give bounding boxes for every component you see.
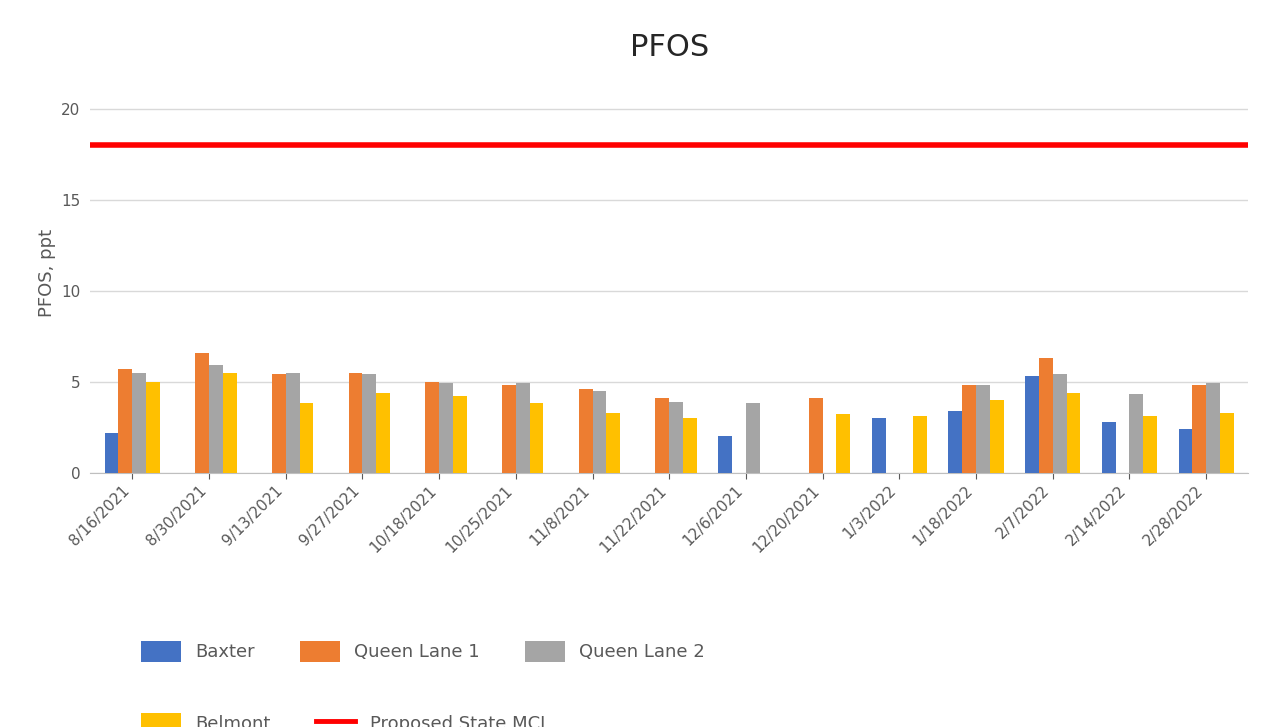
- Bar: [272, 374, 286, 473]
- Bar: [914, 416, 927, 473]
- Bar: [976, 385, 990, 473]
- Bar: [223, 372, 237, 473]
- Legend: Belmont, Proposed State MCL: Belmont, Proposed State MCL: [134, 705, 557, 727]
- Bar: [990, 400, 1004, 473]
- Bar: [1192, 385, 1206, 473]
- Bar: [502, 385, 516, 473]
- Y-axis label: PFOS, ppt: PFOS, ppt: [37, 228, 55, 317]
- Bar: [425, 382, 439, 473]
- Bar: [1206, 383, 1220, 473]
- Bar: [208, 365, 223, 473]
- Bar: [104, 433, 118, 473]
- Bar: [1102, 422, 1116, 473]
- Bar: [1067, 393, 1080, 473]
- Bar: [300, 403, 313, 473]
- Bar: [530, 403, 543, 473]
- Bar: [118, 369, 133, 473]
- Bar: [808, 398, 822, 473]
- Bar: [683, 418, 696, 473]
- Bar: [286, 372, 300, 473]
- Bar: [196, 353, 208, 473]
- Bar: [718, 436, 732, 473]
- Bar: [1130, 394, 1143, 473]
- Bar: [1026, 377, 1039, 473]
- Bar: [1220, 413, 1234, 473]
- Bar: [837, 414, 851, 473]
- Bar: [349, 372, 363, 473]
- Bar: [1179, 429, 1192, 473]
- Bar: [453, 396, 467, 473]
- Bar: [1143, 416, 1157, 473]
- Bar: [606, 413, 620, 473]
- Bar: [439, 383, 453, 473]
- Bar: [949, 411, 963, 473]
- Bar: [592, 391, 606, 473]
- Bar: [669, 401, 683, 473]
- Bar: [1053, 374, 1067, 473]
- Bar: [871, 418, 885, 473]
- Bar: [746, 403, 759, 473]
- Bar: [133, 372, 147, 473]
- Bar: [579, 389, 592, 473]
- Bar: [376, 393, 390, 473]
- Bar: [1039, 358, 1053, 473]
- Bar: [363, 374, 376, 473]
- Bar: [963, 385, 976, 473]
- Title: PFOS: PFOS: [629, 33, 709, 62]
- Bar: [516, 383, 530, 473]
- Bar: [147, 382, 160, 473]
- Bar: [655, 398, 669, 473]
